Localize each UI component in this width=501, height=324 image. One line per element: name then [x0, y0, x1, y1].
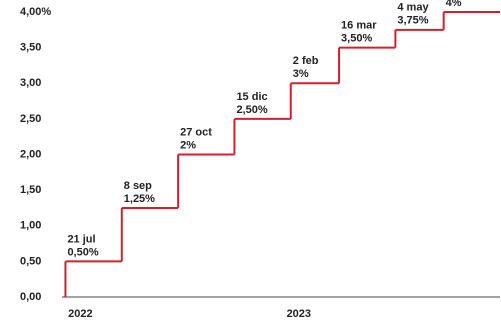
value-label: 3,75%: [397, 15, 428, 27]
date-label: 8 sep: [124, 180, 152, 192]
value-label: 3%: [293, 68, 309, 80]
date-label: 16 mar: [341, 20, 377, 32]
y-tick-label: 4,00%: [20, 6, 51, 18]
x-tick-label: 2023: [287, 308, 311, 320]
y-tick-label: 3,50: [20, 42, 41, 54]
y-tick-label: 0,50: [20, 255, 41, 267]
y-tick-label: 2,50: [20, 113, 41, 125]
value-label: 2,50%: [236, 104, 267, 116]
value-label: 2%: [180, 139, 196, 151]
y-tick-label: 1,50: [20, 184, 41, 196]
y-tick-label: 3,00: [20, 77, 41, 89]
value-label: 3,50%: [341, 33, 372, 45]
date-label: 27 oct: [180, 126, 212, 138]
date-label: 21 jul: [67, 233, 95, 245]
y-tick-label: 1,00: [20, 220, 41, 232]
value-label: 1,25%: [124, 193, 155, 205]
y-tick-label: 0,00: [20, 291, 41, 303]
date-label: 2 feb: [293, 55, 319, 67]
date-label: 4 may: [397, 2, 429, 14]
value-label: 4%: [446, 0, 462, 9]
date-label: 15 dic: [236, 91, 267, 103]
value-label: 0,50%: [67, 246, 98, 258]
x-tick-label: 2022: [68, 308, 92, 320]
y-tick-label: 2,00: [20, 148, 41, 160]
